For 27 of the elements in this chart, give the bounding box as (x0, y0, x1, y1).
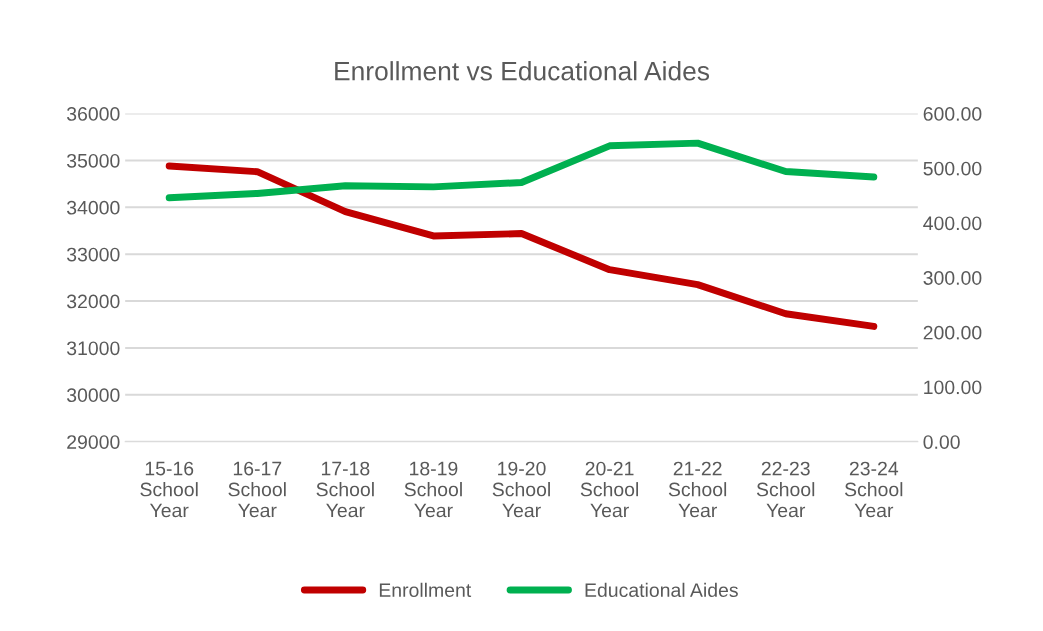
x-tick-label: 23-24 School Year (844, 461, 903, 518)
y2-tick-label: 200.00 (923, 325, 982, 340)
y-tick-label: 31000 (66, 341, 120, 356)
y2-tick-label: 400.00 (923, 216, 982, 231)
y-tick-label: 34000 (66, 200, 120, 215)
legend-label: Educational Aides (585, 582, 738, 598)
y-tick-label: 29000 (67, 435, 120, 449)
x-tick-label: 21-22 School Year (668, 461, 727, 518)
legend-label: Enrollment (379, 582, 472, 598)
y-tick-label: 30000 (66, 388, 120, 403)
y2-tick-label: 0.00 (923, 435, 960, 449)
y-tick-label: 35000 (66, 153, 120, 168)
x-tick-label: 22-23 School Year (756, 461, 815, 518)
y-tick-label: 33000 (66, 247, 120, 262)
x-tick-label: 16-17 School Year (228, 461, 286, 518)
x-tick-label: 17-18 School Year (316, 461, 374, 518)
x-tick-label: 18-19 School Year (404, 461, 462, 518)
y2-tick-label: 100.00 (924, 380, 982, 395)
y2-tick-label: 500.00 (923, 161, 982, 176)
y-tick-label: 36000 (66, 107, 120, 121)
x-tick-label: 19-20 School Year (492, 461, 550, 518)
x-tick-label: 20-21 School Year (580, 461, 638, 518)
y2-tick-label: 600.00 (923, 107, 982, 121)
y2-tick-label: 300.00 (923, 271, 982, 285)
y-tick-label: 32000 (66, 294, 120, 309)
chart-title: Enrollment vs Educational Aides (335, 61, 710, 81)
x-tick-label: 15-16 School Year (140, 461, 198, 518)
